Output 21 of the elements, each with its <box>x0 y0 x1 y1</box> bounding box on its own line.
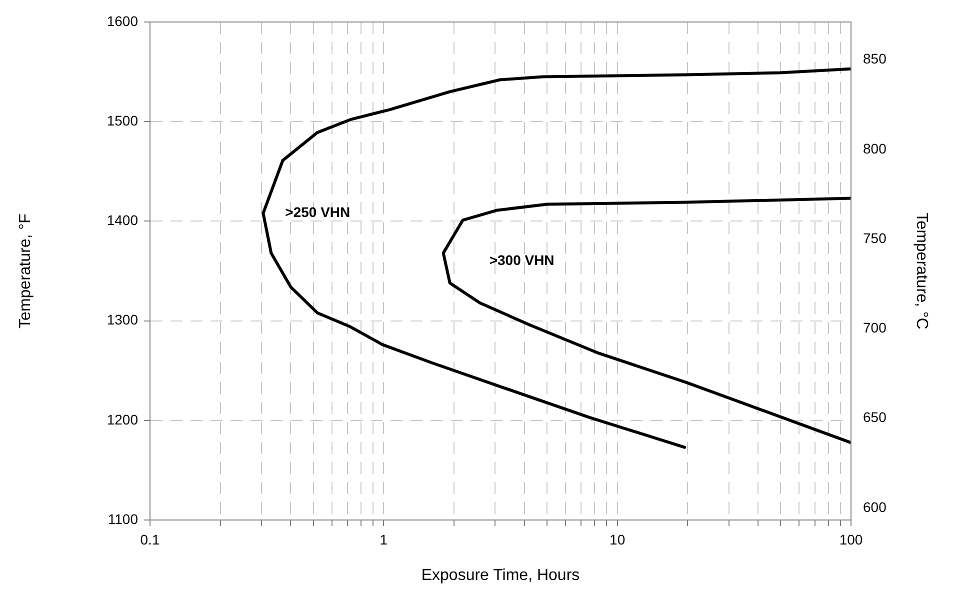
y2-tick-label: 700 <box>863 320 887 336</box>
y-tick-label: 1500 <box>106 112 138 128</box>
x-tick-label: 100 <box>839 531 863 548</box>
x-axis-title: Exposure Time, Hours <box>421 566 580 584</box>
y-tick-label: 1400 <box>106 212 138 228</box>
y-tick-label: 1600 <box>106 12 138 29</box>
y2-tick-label: 600 <box>863 498 887 515</box>
y2-tick-label: 800 <box>863 140 887 156</box>
annotation: >250 VHN <box>285 204 350 220</box>
x-tick-label: 1 <box>380 531 388 548</box>
y-tick-label: 1300 <box>106 312 138 328</box>
y2-tick-label: 850 <box>863 50 887 67</box>
x-tick-label: 10 <box>610 531 626 548</box>
y2-tick-label: 750 <box>863 230 887 246</box>
annotation: >300 VHN <box>489 252 554 268</box>
y2-tick-label: 650 <box>863 409 887 426</box>
x-tick-label: 0.1 <box>140 531 160 548</box>
y2-axis-title: Temperature, °C <box>912 212 930 330</box>
y-tick-label: 1100 <box>108 510 138 527</box>
y-axis-title: Temperature, °F <box>17 213 34 328</box>
y-tick-label: 1200 <box>106 411 138 428</box>
